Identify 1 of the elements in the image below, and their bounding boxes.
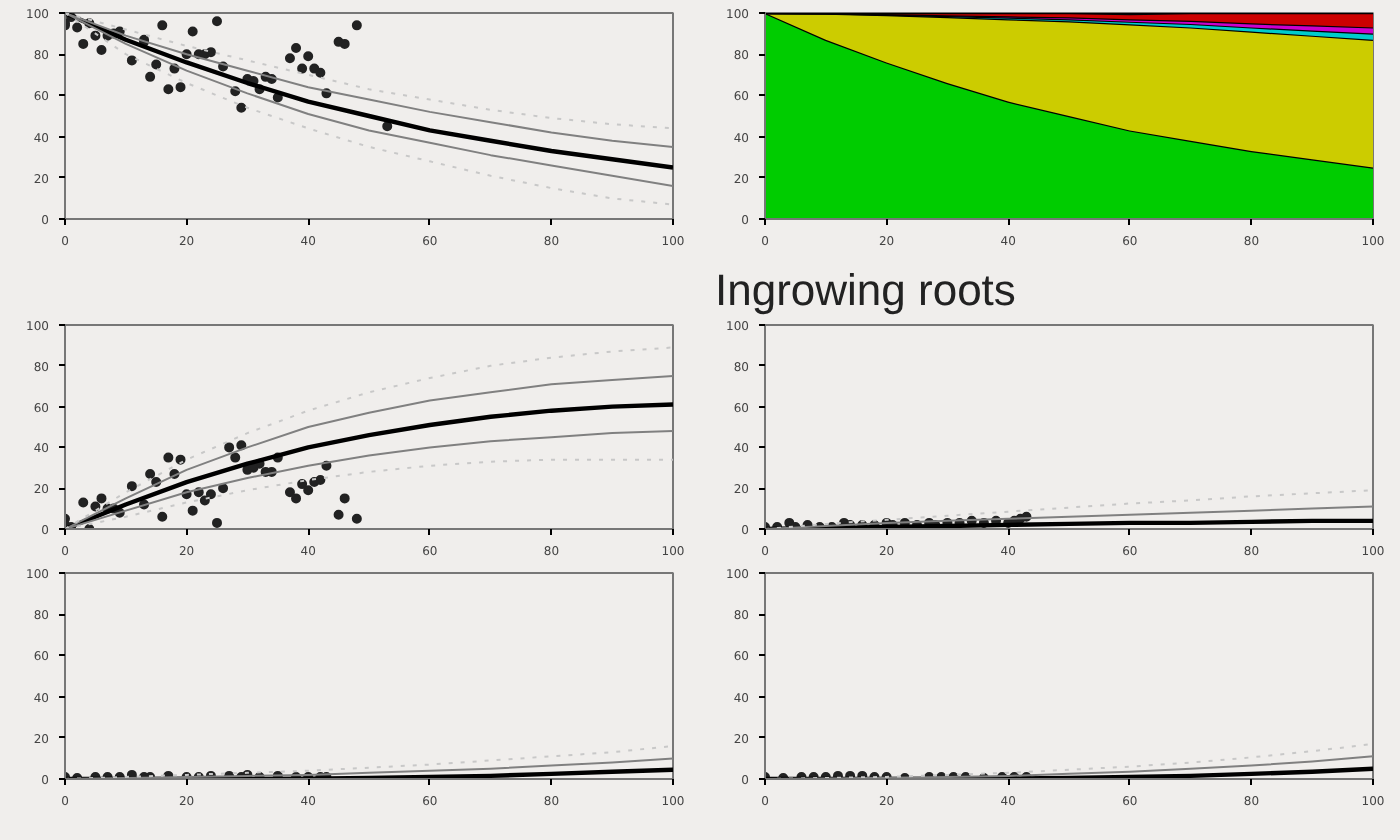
chart-title: Ingrowing roots — [715, 265, 1016, 315]
